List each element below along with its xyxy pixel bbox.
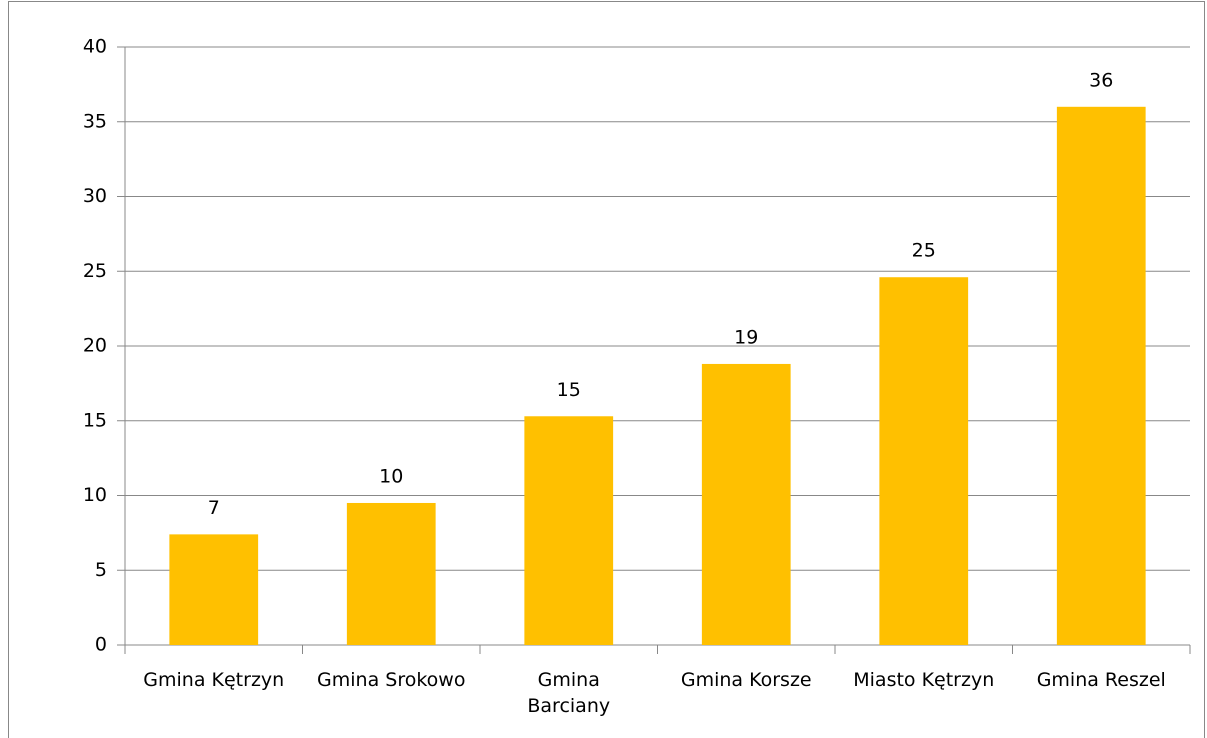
x-tick-label: Gmina Reszel (1036, 669, 1166, 691)
x-tick-label: Gmina Barciany (527, 669, 611, 717)
y-tick-label: 5 (95, 559, 107, 581)
data-label: 25 (912, 240, 936, 262)
data-label: 19 (734, 326, 758, 348)
chart-frame (8, 1, 1205, 738)
y-tick-label: 20 (83, 335, 107, 357)
x-tick-label: Gmina Korsze (680, 669, 812, 691)
bar (1056, 106, 1146, 646)
y-tick-label: 25 (83, 260, 107, 282)
x-tick-label: Gmina Srokowo (317, 669, 466, 691)
y-tick-label: 0 (95, 634, 107, 656)
y-tick-label: 30 (83, 185, 107, 207)
data-label: 36 (1089, 69, 1113, 91)
bar (169, 534, 259, 645)
data-label: 7 (208, 497, 220, 519)
x-tick-label: Gmina Kętrzyn (143, 669, 285, 691)
bar (879, 277, 969, 645)
y-tick-label: 15 (83, 409, 107, 431)
x-tick-label: Miasto Kętrzyn (853, 669, 995, 691)
y-tick-label: 40 (83, 36, 107, 58)
bar (701, 363, 791, 645)
data-label: 10 (379, 465, 403, 487)
y-tick-label: 35 (83, 110, 107, 132)
bar (524, 416, 614, 645)
data-label: 15 (557, 379, 581, 401)
y-tick-label: 10 (83, 484, 107, 506)
bar (346, 502, 436, 645)
